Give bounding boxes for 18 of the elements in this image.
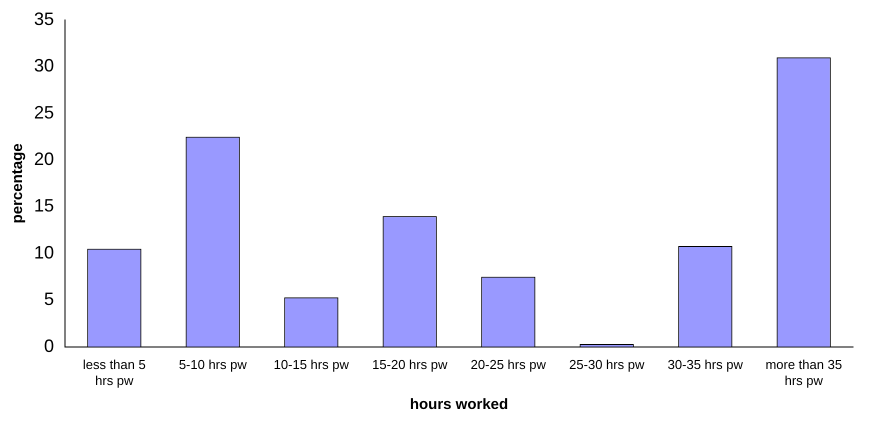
y-tick-label: 30 <box>34 56 54 76</box>
x-tick-label: 30-35 hrs pw <box>668 357 744 372</box>
x-tick-label: 15-20 hrs pw <box>372 357 448 372</box>
y-tick-label: 15 <box>34 196 54 216</box>
y-axis-title: percentage <box>9 143 26 224</box>
x-tick-label: 10-15 hrs pw <box>274 357 350 372</box>
x-axis-title: hours worked <box>410 396 508 414</box>
y-tick-label: 25 <box>34 102 54 122</box>
x-tick-label: less than 5 hrs pw <box>82 357 146 388</box>
x-tick-label: 25-30 hrs pw <box>569 357 645 372</box>
y-tick-label: 20 <box>34 149 54 170</box>
y-tick-label: 0 <box>44 336 54 356</box>
x-tick-label: 5-10 hrs pw <box>178 357 248 372</box>
y-tick-label: 35 <box>34 8 54 29</box>
y-tick-label: 10 <box>34 242 54 262</box>
x-tick-label: more than 35 hrs pw <box>765 357 842 388</box>
x-tick-label: 20-25 hrs pw <box>470 357 546 372</box>
y-tick-label: 5 <box>44 289 54 310</box>
